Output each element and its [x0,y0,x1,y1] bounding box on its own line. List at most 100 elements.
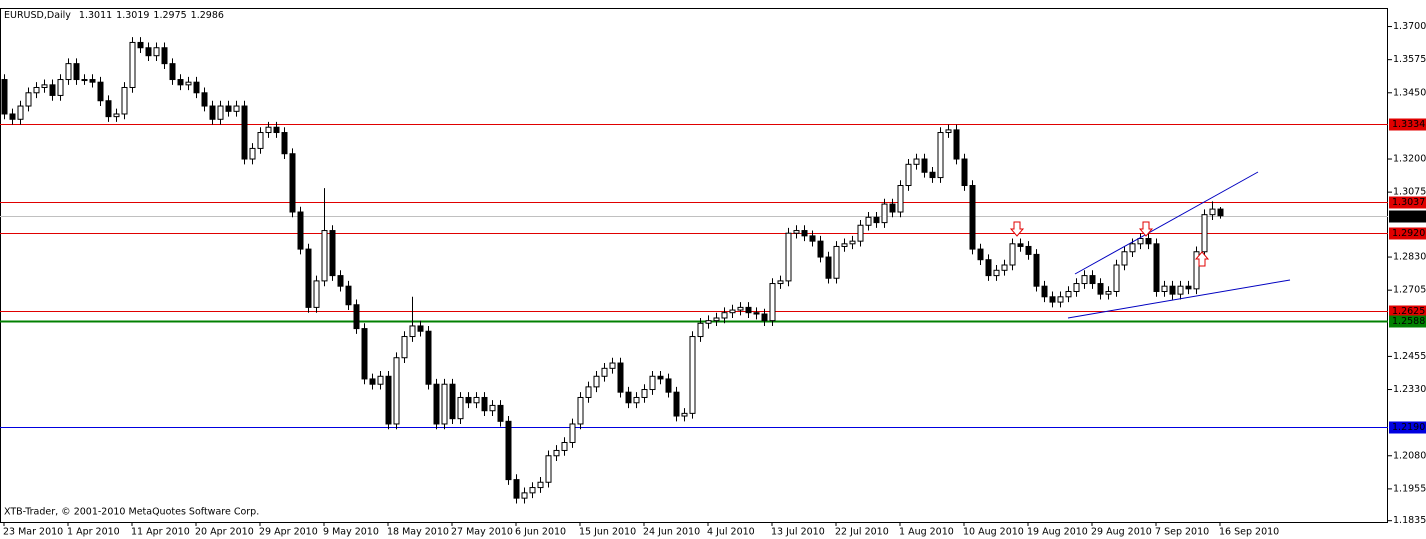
candle-body [89,79,96,83]
level-label: 1.3037 [1392,197,1425,208]
candle-body [457,396,464,420]
candle-body [81,79,88,82]
x-tick-label: 11 Apr 2010 [131,527,190,538]
candle-body [537,481,544,489]
candle-body [465,396,472,404]
level-box [1389,196,1426,209]
candle-body [505,420,512,481]
resistance-line [1074,171,1259,275]
candle-body [937,132,944,179]
candle-body [417,325,424,332]
candle-body [809,235,816,242]
x-tick-label: 18 May 2010 [387,527,449,538]
candle-body [801,230,808,237]
candle-body [1097,283,1104,295]
candle-body [929,171,936,179]
candle-body [1137,238,1144,245]
candle-body [817,240,824,258]
candle-body [905,163,912,187]
candle-body [1,79,8,115]
plot-frame [0,8,1388,523]
candle-body [121,86,128,115]
candle-body [697,322,704,338]
candle-body [473,396,480,404]
candle-body [961,158,968,187]
candle-body [305,248,312,308]
candle-body [529,487,536,494]
candle-body [265,126,272,134]
candle-body [881,203,888,224]
candle-body [569,423,576,444]
candle-body [9,113,16,120]
candle-body [1049,296,1056,303]
candle-body [617,362,624,393]
candle-body [17,105,24,120]
candle-body [433,383,440,425]
x-tick-label: 9 May 2010 [323,527,379,538]
y-tick-label: 1.2330 [1393,384,1426,395]
candle-body [361,328,368,380]
candle-body [593,375,600,388]
level-label: 1.2190 [1392,422,1425,433]
candle-body [161,47,168,65]
candle-body [385,375,392,425]
candle-body [449,383,456,420]
y-tick-label: 1.3200 [1393,154,1426,165]
candle-body [321,230,328,282]
candle-body [705,320,712,324]
candle-body [649,375,656,391]
candle-body [1193,251,1200,290]
candle-body [713,317,720,322]
current-price-label: 1.2986 [1392,211,1425,222]
candle-body [289,153,296,213]
candle-body [609,362,616,369]
candle-body [153,47,160,57]
candle-body [49,84,56,96]
candle-body [825,256,832,279]
x-tick-label: 24 Jun 2010 [643,527,700,538]
current-price-box [1389,210,1426,223]
candle-body [393,357,400,425]
candle-body [353,304,360,330]
candle-body [1201,214,1208,253]
candle-body [849,240,856,245]
candle-body [897,185,904,213]
candle-body [1105,290,1112,295]
candle-body [313,280,320,308]
x-axis: 23 Mar 2010 1 Apr 2010 11 Apr 2010 20 Apr 2… [3,522,1279,538]
candle-body [241,105,248,160]
candle-body [913,158,920,165]
y-tick-label: 1.2455 [1393,351,1426,362]
candle-body [185,81,192,86]
candle-body [833,245,840,279]
candle-body [129,41,136,88]
candle-body [1113,264,1120,292]
candle-body [545,455,552,483]
y-tick-label: 1.2830 [1393,252,1426,263]
candle-body [1057,296,1064,303]
candle-body [177,79,184,86]
candle-body [1089,275,1096,285]
candle-body [329,230,336,277]
candle-body [1169,285,1176,295]
level-label: 1.2588 [1392,316,1425,327]
candle-body [641,389,648,398]
x-tick-label: 4 Jul 2010 [707,527,755,538]
y-tick-label: 1.3075 [1393,187,1426,198]
x-tick-label: 29 Aug 2010 [1091,527,1152,538]
candle-body [585,386,592,398]
x-tick-label: 16 Sep 2010 [1219,527,1279,538]
candle-body [1153,243,1160,292]
candle-body [729,309,736,314]
candle-body [481,396,488,412]
candle-body [1121,251,1128,266]
y-tick-label: 1.3575 [1393,54,1426,65]
candle-body [25,92,32,107]
candle-body [1209,208,1216,216]
candle-body [953,129,960,160]
y-tick-label: 1.2705 [1393,285,1426,296]
x-tick-label: 1 Aug 2010 [899,527,954,538]
last-close: 1.2986 [191,10,224,21]
x-tick-label: 6 Jun 2010 [515,527,566,538]
candle-body [889,203,896,213]
